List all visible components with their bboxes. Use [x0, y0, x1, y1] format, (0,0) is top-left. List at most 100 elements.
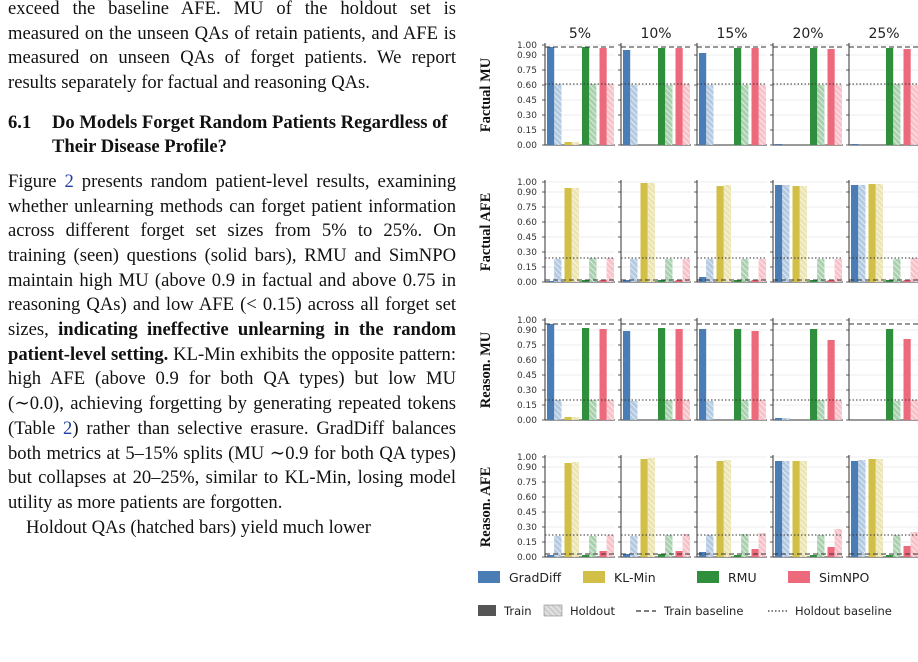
bar-holdout-hatch: [893, 84, 901, 145]
bar-train-rmu: [886, 48, 894, 145]
bar-train-rmu: [886, 280, 894, 282]
bar-train-rmu: [810, 555, 818, 557]
bar-holdout-hatch: [554, 84, 562, 145]
bar-holdout-hatch: [706, 535, 714, 557]
bar-train-graddiff: [851, 461, 859, 557]
legend-swatch-rmu: [697, 571, 719, 583]
bar-train-simnpo: [903, 280, 911, 282]
bar-holdout-hatch: [758, 259, 766, 282]
y-tick-label: 0.75: [517, 203, 537, 213]
y-tick-label: 0.00: [517, 553, 537, 563]
y-tick-label: 0.00: [517, 278, 537, 288]
y-tick-label: 0.90: [517, 463, 537, 473]
bar-train-graddiff: [699, 552, 707, 557]
panel-row-1: Factual AFE 0.00 0.15 0.30 0.45 0.60 0.75 0.901…: [478, 178, 918, 288]
bar-train-graddiff: [623, 280, 631, 282]
bar-holdout-hatch: [910, 532, 918, 557]
column-header-2: 15%: [716, 26, 747, 42]
panel-3-1: [618, 455, 691, 558]
bar-holdout-hatch: [875, 184, 883, 282]
figure-reference-link[interactable]: 2: [64, 170, 74, 192]
y-tick-label: 0.90: [517, 51, 537, 61]
bar-holdout-hatch: [910, 400, 918, 420]
bar-train-rmu: [734, 329, 742, 420]
y-tick-label: 0.15: [517, 401, 537, 411]
bar-train-kl-min: [564, 142, 572, 145]
bar-train-simnpo: [751, 331, 759, 420]
legend-swatch-kl-min: [583, 571, 605, 583]
bar-train-rmu: [810, 48, 818, 145]
panel-2-1: [618, 318, 691, 421]
y-tick-label: 0.30: [517, 523, 537, 533]
bar-train-rmu: [658, 280, 666, 282]
paragraph-results: Figure 2 presents random patient-level r…: [8, 170, 456, 516]
y-tick-label: 0.30: [517, 248, 537, 258]
bar-holdout-hatch: [817, 400, 825, 420]
bar-train-simnpo: [675, 48, 683, 145]
bar-holdout-hatch: [571, 417, 579, 420]
bar-train-graddiff: [775, 461, 783, 557]
panel-row-2: Reason. MU 0.00 0.15 0.30 0.45 0.60 0.75 0.901.…: [478, 316, 918, 426]
y-tick-label: 0.15: [517, 263, 537, 273]
y-tick-label: 0.60: [517, 356, 537, 366]
bar-holdout-hatch: [817, 535, 825, 557]
bar-holdout-hatch: [606, 84, 614, 145]
legend-label-rmu: RMU: [728, 570, 757, 585]
bar-train-graddiff: [851, 144, 859, 145]
row-label-1: Factual AFE: [478, 193, 494, 272]
bar-train-kl-min: [868, 184, 876, 282]
bar-train-kl-min: [792, 186, 800, 282]
bar-train-rmu: [582, 280, 590, 282]
y-tick-label: 0.45: [517, 371, 537, 381]
results-tail-b: ) rather than selective erasure. GradDif…: [8, 417, 456, 513]
panel-1-0: [542, 180, 615, 283]
bar-train-simnpo: [751, 280, 759, 282]
y-tick-label: 0.90: [517, 326, 537, 336]
panel-1-1: [618, 180, 691, 283]
y-tick-label: 1.00: [517, 178, 537, 188]
bar-holdout-hatch: [606, 535, 614, 557]
panel-2-4: [846, 318, 918, 421]
legend-label-holdout: Holdout: [570, 604, 616, 618]
bar-holdout-hatch: [741, 400, 749, 420]
paragraph-intro: exceed the baseline AFE. MU of the holdo…: [8, 0, 456, 94]
bar-holdout-hatch: [910, 85, 918, 145]
panel-3-3: [770, 455, 843, 558]
bar-holdout-hatch: [630, 85, 638, 145]
y-tick-label: 0.75: [517, 66, 537, 76]
bar-holdout-hatch: [571, 462, 579, 557]
row-label-3: Reason. AFE: [478, 467, 494, 548]
panel-3-2: [694, 455, 767, 558]
bar-train-simnpo: [751, 549, 759, 557]
bar-holdout-hatch: [589, 258, 597, 282]
bar-train-rmu: [658, 48, 666, 145]
bar-train-rmu: [810, 329, 818, 420]
bar-holdout-hatch: [723, 460, 731, 557]
results-mid: presents random patient-level results, e…: [8, 170, 456, 341]
y-tick-label: 0.30: [517, 111, 537, 121]
bar-train-rmu: [658, 554, 666, 557]
bar-train-simnpo: [903, 339, 911, 420]
panel-0-2: [694, 43, 767, 146]
legend-swatch-simnpo: [788, 571, 810, 583]
bar-train-simnpo: [827, 547, 835, 557]
results-figure: 5% 10% 15% 20% 25% Factual MU 0.00 0.15 0.30 0.45…: [478, 26, 918, 618]
bar-train-graddiff: [547, 324, 555, 420]
bar-holdout-hatch: [589, 536, 597, 557]
bar-train-graddiff: [547, 555, 555, 557]
legend-label-train: Train: [503, 604, 532, 618]
y-tick-label: 0.00: [517, 141, 537, 151]
bar-train-graddiff: [699, 277, 707, 282]
legend-label-graddiff: GradDiff: [509, 570, 562, 585]
y-tick-label: 0.45: [517, 508, 537, 518]
bar-train-simnpo: [599, 48, 607, 145]
bar-train-kl-min: [564, 417, 572, 420]
bar-holdout-hatch: [647, 458, 655, 557]
bar-train-simnpo: [827, 280, 835, 282]
bar-train-graddiff: [851, 185, 859, 282]
table-reference-link[interactable]: 2: [63, 417, 73, 439]
bar-train-rmu: [810, 280, 818, 282]
bar-holdout-hatch: [758, 400, 766, 420]
y-tick-label: 0.00: [517, 416, 537, 426]
bar-train-rmu: [734, 48, 742, 145]
